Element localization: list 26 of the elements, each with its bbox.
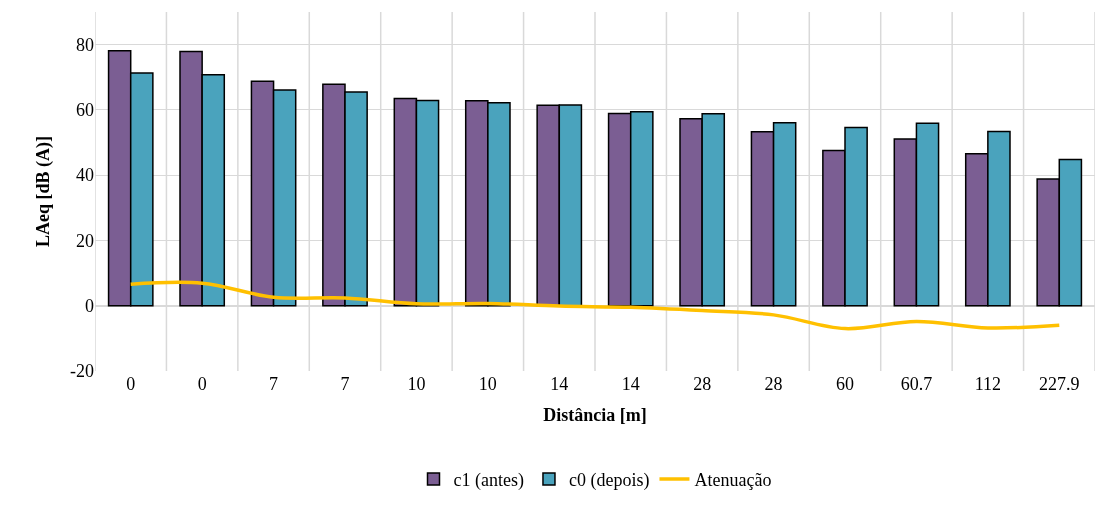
x-tick-label: 7 <box>340 374 350 394</box>
x-tick-label: 10 <box>478 374 497 394</box>
x-tick-label: 0 <box>197 374 207 394</box>
x-tick-label: 14 <box>550 374 569 394</box>
x-tick-label: 7 <box>269 374 279 394</box>
y-tick-label: 80 <box>76 34 94 55</box>
y-tick-label: 0 <box>85 296 94 317</box>
y-axis-title: LAeq [dB (A)] <box>33 136 55 247</box>
legend-label: c1 (antes) <box>453 469 524 491</box>
x-tick-label: 28 <box>764 374 783 394</box>
y-tick-label: 20 <box>76 230 94 251</box>
x-tick-label: 60 <box>836 374 854 394</box>
legend-label: c0 (depois) <box>568 469 650 491</box>
y-tick-label: 60 <box>76 100 94 121</box>
y-tick-label: 40 <box>76 165 94 186</box>
x-tick-label: 14 <box>621 374 640 394</box>
legend-label: Atenuação <box>694 469 772 490</box>
x-axis-title: Distância [m] <box>543 405 647 426</box>
x-tick-label: 227.9 <box>1039 374 1080 394</box>
y-tick-label: -20 <box>70 361 94 382</box>
line-series <box>128 280 1062 331</box>
x-tick-label: 0 <box>126 374 136 394</box>
x-tick-label: 10 <box>407 374 426 394</box>
x-tick-label: 28 <box>693 374 712 394</box>
x-tick-label: 60.7 <box>900 374 933 394</box>
x-tick-label: 112 <box>974 374 1002 394</box>
